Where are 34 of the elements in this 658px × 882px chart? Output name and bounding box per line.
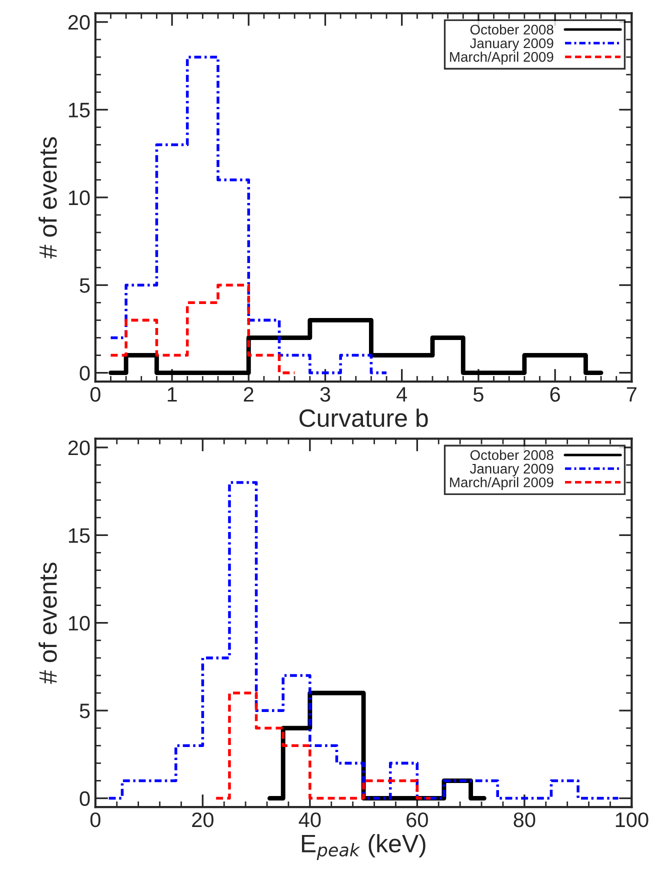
x-axis-title: E$_{peak}$ (keV) [302,834,426,860]
x-tick-label: 80 [514,812,536,828]
y-tick-label: 20 [68,15,90,30]
legend-label: October 2008 [470,450,554,460]
x-tick-label: 5 [474,387,484,402]
y-tick-label: 10 [68,190,90,206]
legend-label: October 2008 [470,24,554,35]
y-tick-label: 15 [68,528,90,543]
x-axis-title: Curvature b [300,408,428,428]
x-tick-label: 1 [168,387,177,402]
x-tick-label: 40 [298,812,321,828]
x-tick-label: 6 [550,386,560,402]
x-tick-label: 2 [244,386,254,402]
y-axis-title: # of events [38,562,57,684]
y-tick-label: 0 [80,366,90,381]
y-tick-label: 5 [80,704,90,718]
y-axis-title: # of events [38,137,57,258]
x-tick-label: 20 [192,812,214,828]
x-tick-label: 0 [90,386,100,402]
legend-label: January 2009 [470,464,554,476]
legend-label: January 2009 [470,38,554,51]
y-tick-label: 15 [68,102,90,118]
y-tick-label: 20 [68,440,90,456]
y-tick-label: 0 [80,791,90,806]
x-tick-label: 100 [616,812,648,828]
x-tick-label: 4 [396,387,408,402]
x-tick-label: 60 [406,812,428,828]
y-tick-label: 5 [80,278,90,293]
x-tick-label: 0 [90,812,100,828]
y-tick-label: 10 [68,616,90,631]
x-tick-label: 3 [320,386,330,402]
legend-label: March/April 2009 [450,477,554,490]
legend-label: March/April 2009 [450,52,554,65]
x-tick-label: 7 [626,387,636,402]
